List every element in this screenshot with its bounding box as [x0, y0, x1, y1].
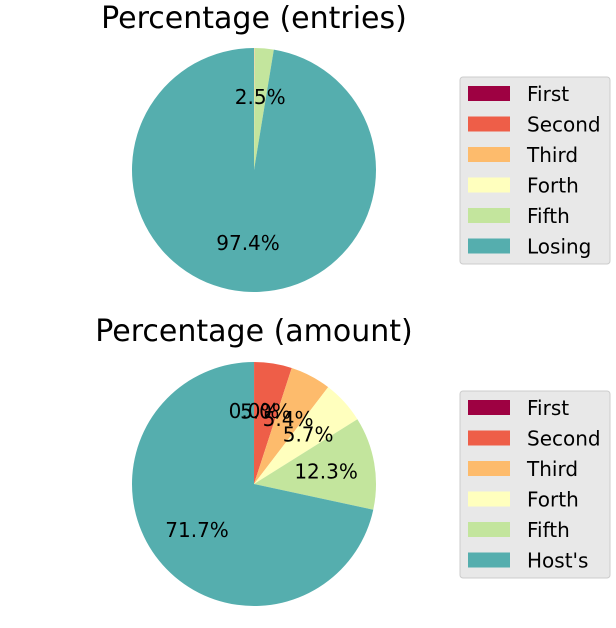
pie-slice-third	[254, 367, 329, 484]
legend-label: First	[527, 396, 569, 420]
legend-label: First	[527, 82, 569, 106]
legend-label: Second	[527, 113, 601, 137]
legend-label: Host's	[527, 549, 588, 573]
pie-slice-forth	[254, 387, 358, 484]
legend-items: First Second Third Forth Fifth Host's	[468, 396, 601, 573]
pie-slice-second	[254, 362, 292, 484]
pie-value-label: 12.3%	[294, 459, 358, 483]
legend-swatch	[468, 177, 510, 193]
pie-slice-hosts	[131, 362, 374, 606]
pie-slices	[132, 48, 376, 292]
legend-swatch	[468, 522, 510, 537]
legend-label: Second	[527, 427, 601, 451]
legend-label: Third	[526, 143, 578, 167]
pie-slice-forth	[254, 48, 255, 170]
legend-label: Losing	[527, 235, 591, 259]
pie-value-label: 5.7%	[283, 423, 334, 447]
pie-slice-losing	[132, 48, 376, 292]
pie-value-label: 97.4%	[216, 231, 280, 255]
legend: First Second Third Forth Fifth Losing	[459, 76, 611, 265]
legend-items: First Second Third Forth Fifth Losing	[468, 82, 601, 259]
pie-value-label: 2.5%	[235, 85, 286, 109]
legend-label: Forth	[527, 174, 579, 198]
legend-label: Third	[526, 457, 578, 481]
legend-swatch	[468, 491, 510, 507]
pie-slice-fifth	[254, 419, 376, 510]
legend-label: Fifth	[527, 518, 570, 542]
legend-swatch	[468, 208, 510, 223]
pie-value-label: 71.7%	[165, 518, 229, 542]
chart-title: Percentage (amount)	[95, 314, 412, 349]
legend-label: Fifth	[527, 204, 570, 228]
pie-value-label: 0.0%	[229, 399, 280, 423]
legend-swatch	[468, 461, 510, 476]
legend-label: Forth	[527, 488, 579, 512]
legend-swatch	[468, 552, 510, 568]
legend-swatch	[468, 400, 510, 415]
chart-title: Percentage (entries)	[101, 1, 407, 36]
legend: First Second Third Forth Fifth Host's	[459, 390, 611, 579]
legend-swatch	[468, 116, 510, 132]
pie-slice-fifth	[254, 48, 274, 170]
pie-chart-entries: Percentage (entries) 2.5% 97.4% First Seco…	[101, 1, 611, 292]
pie-value-labels: 0.0%5.0%5.4%5.7% 12.3% 71.7%	[165, 399, 358, 542]
legend-swatch	[468, 238, 510, 254]
pie-slices	[131, 362, 376, 606]
pie-value-labels: 2.5% 97.4%	[216, 85, 285, 255]
pie-chart-amount: Percentage (amount) 0.0%5.0%5.4%5.7% 12.3…	[95, 314, 611, 606]
pie-value-label: 5.0%	[240, 400, 291, 424]
legend-swatch	[468, 430, 510, 446]
legend-swatch	[468, 86, 510, 101]
legend-swatch	[468, 147, 510, 162]
pie-value-label: 5.4%	[263, 407, 314, 431]
